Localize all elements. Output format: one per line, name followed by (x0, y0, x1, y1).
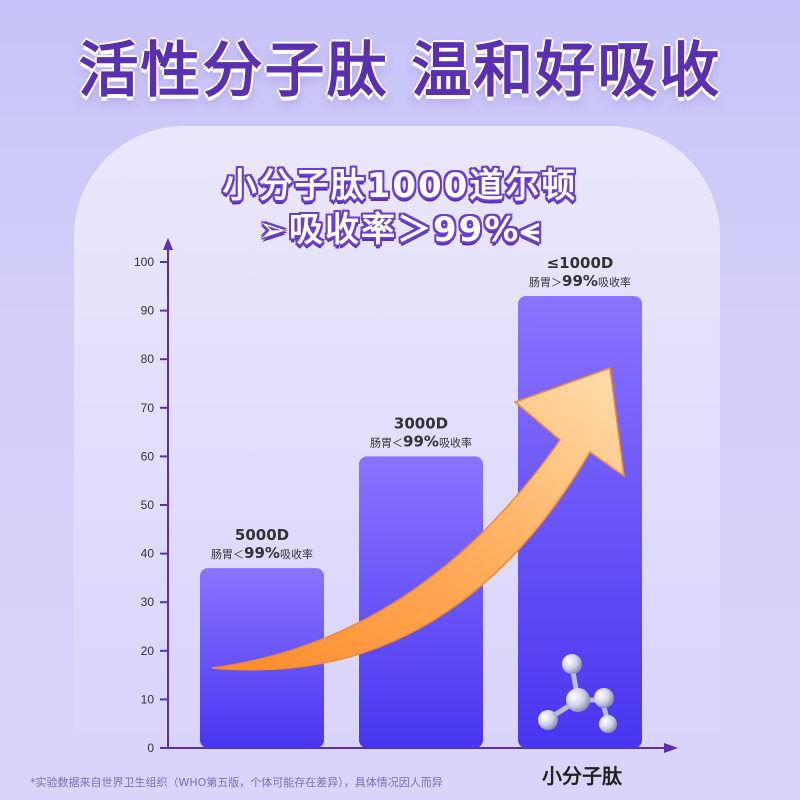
y-tick-label-40: 40 (141, 547, 155, 561)
bar-label-sub-3: 肠胃＞99%吸收率 (529, 272, 631, 290)
subtitle-line2: ➢吸收率＞99%⪪ (258, 210, 542, 250)
trend-arrow (211, 366, 625, 671)
y-tick-label-80: 80 (141, 352, 155, 366)
y-axis-arrow (163, 238, 173, 250)
bar-label-sub-1: 肠胃＜99%吸收率 (211, 544, 313, 562)
y-tick-label-90: 90 (141, 304, 155, 318)
bar-label-main-2: 3000D (394, 414, 448, 432)
subtitle-line1: 小分子肽1000道尔顿 (222, 166, 578, 206)
y-tick-label-30: 30 (141, 595, 155, 609)
bar-label-sub-2: 肠胃＜99%吸收率 (370, 432, 472, 450)
y-tick-label-70: 70 (141, 401, 155, 415)
y-tick-label-20: 20 (141, 644, 155, 658)
category-label-third: 小分子肽 (542, 764, 622, 788)
bar-labels: 5000D肠胃＜99%吸收率3000D肠胃＜99%吸收率≤1000D肠胃＞99%… (211, 254, 631, 562)
y-tick-label-10: 10 (141, 692, 155, 706)
y-tick-label-50: 50 (141, 498, 155, 512)
bar-label-main-1: 5000D (235, 526, 289, 544)
y-tick-label-0: 0 (147, 741, 154, 755)
y-tick-label-100: 100 (134, 255, 154, 269)
x-axis-arrow (664, 743, 678, 753)
footnote: *实验数据来自世界卫生组织（WHO第五版，个体可能存在差异），具体情况因人而异 (30, 776, 443, 789)
molecule-icon (538, 654, 617, 733)
bar-label-main-3: ≤1000D (547, 254, 614, 272)
headline: 活性分子肽 温和好吸收 (78, 36, 722, 106)
y-axis-ticks: 0 10 20 30 40 50 60 70 80 90 100 (134, 255, 168, 755)
y-tick-label-60: 60 (141, 449, 155, 463)
